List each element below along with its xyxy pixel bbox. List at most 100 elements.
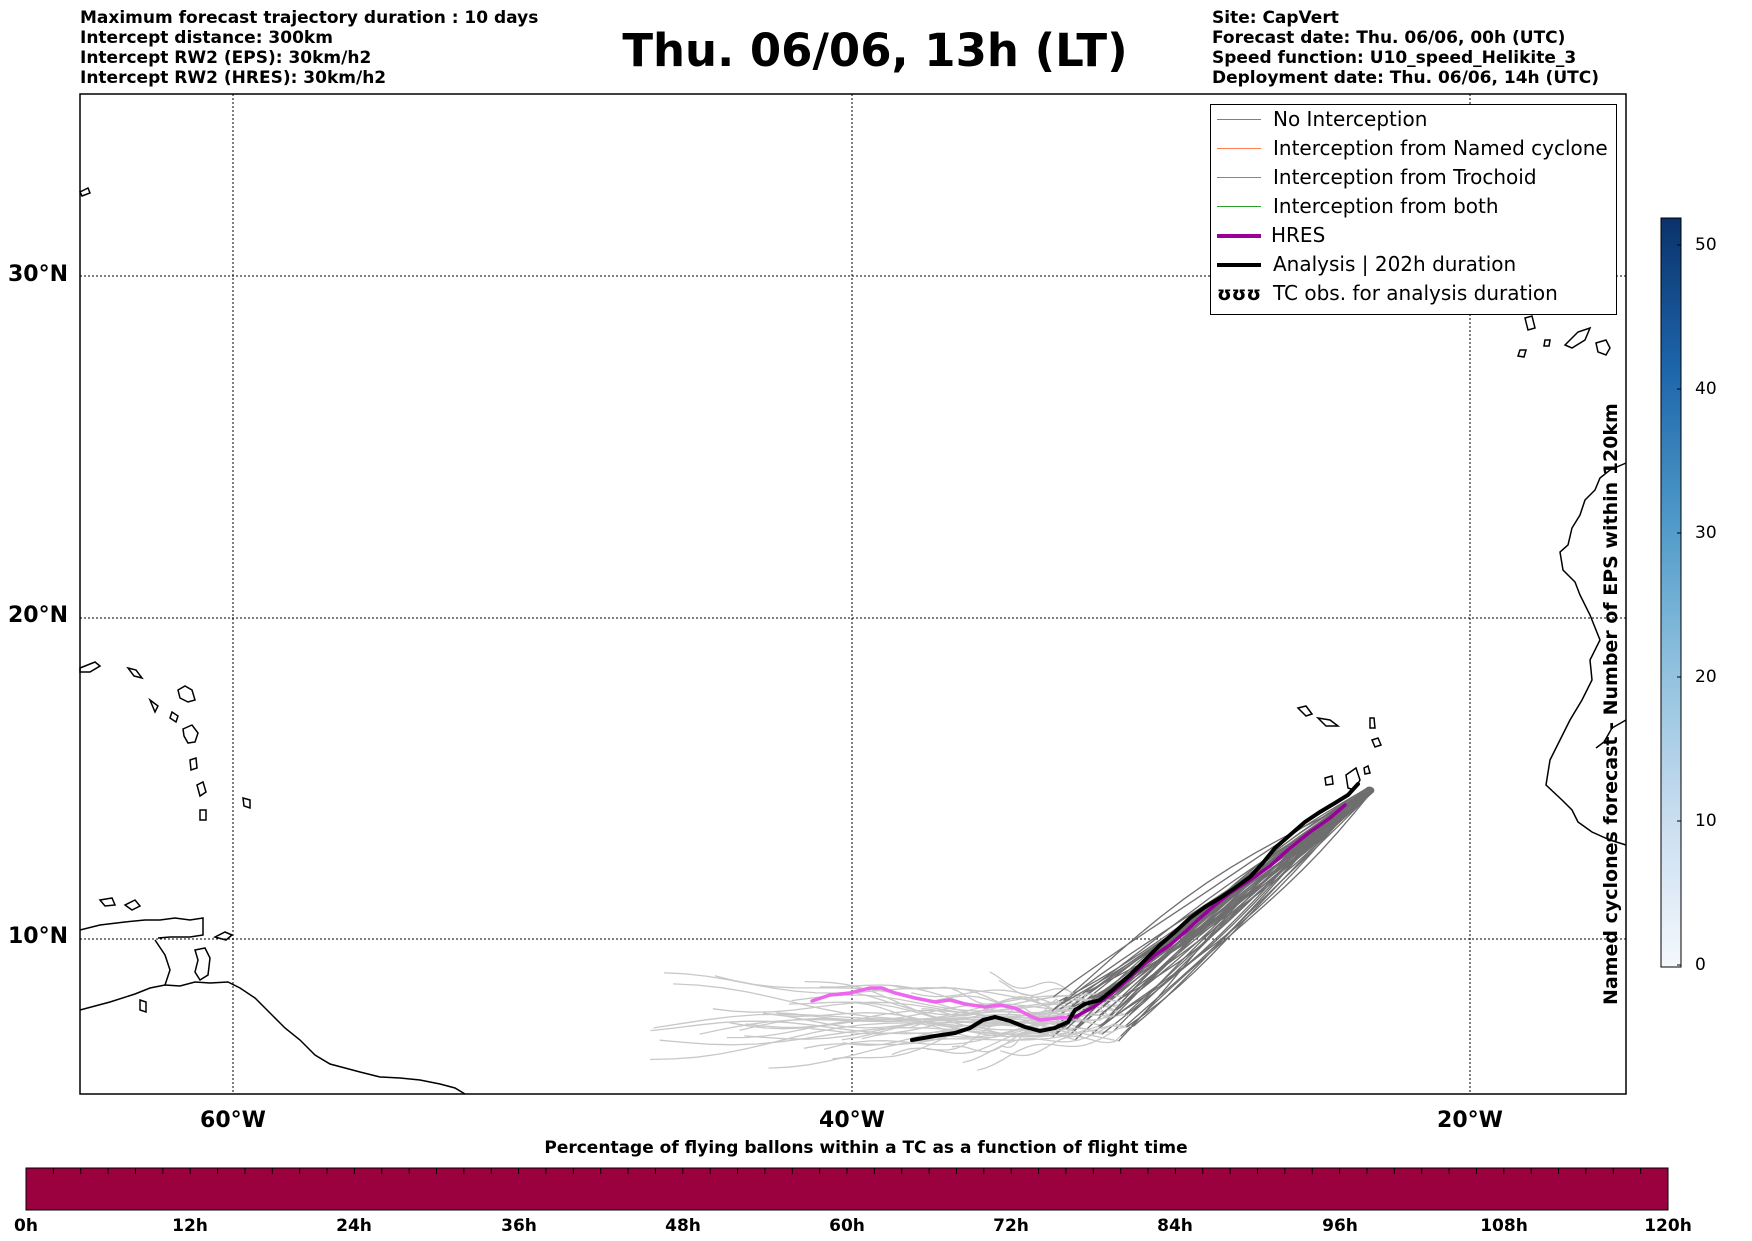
legend-symbol-tc-obs: ʊʊʊ (1216, 282, 1262, 305)
legend-swatch-named-cyclone (1217, 147, 1261, 150)
coast-south-america (79, 981, 466, 1095)
eps-member-east-34 (1132, 789, 1375, 1027)
coastlines (78, 186, 1627, 1095)
legend-label-named-cyclone: Interception from Named cyclone (1273, 136, 1608, 160)
coast-venezuela-north (79, 917, 204, 939)
eps-member-west-31 (744, 1009, 1117, 1040)
island-st-lucia (199, 809, 207, 821)
island-aruba (98, 897, 117, 907)
island-st-kitts (148, 697, 159, 714)
island-guadeloupe (182, 724, 199, 744)
lat-label-30n: 30°N (8, 262, 69, 287)
island-cv-sao-nicolau (1315, 716, 1341, 727)
header-line-site: Site: CapVert (1212, 8, 1339, 28)
flight-time-tick-0h: 0h (14, 1216, 38, 1236)
eps-member-west-12 (712, 1001, 1069, 1017)
island-canary-2 (1595, 339, 1611, 356)
eps-member-east-42 (1098, 786, 1370, 1027)
legend-label-tc-obs: TC obs. for analysis duration (1273, 281, 1558, 305)
eps-member-west-16 (745, 1009, 1082, 1029)
eps-trajectories (649, 786, 1375, 1071)
island-curacao (123, 899, 142, 911)
header-line-forecast-date: Forecast date: Thu. 06/06, 00h (UTC) (1212, 28, 1566, 48)
eps-member-east-20 (1120, 792, 1372, 1037)
colorbar-tick-0: 0 (1695, 955, 1706, 975)
island-trinidad (194, 947, 211, 982)
legend-label-hres: HRES (1271, 223, 1326, 247)
colorbar-tick-30: 30 (1695, 523, 1717, 543)
eps-member-west-42 (659, 1025, 1099, 1046)
island-puerto-rico-fragment (79, 661, 102, 673)
island-tobago (212, 931, 234, 941)
island-canary-5 (1543, 339, 1551, 347)
colorbar-gradient (1660, 217, 1682, 968)
legend-swatch-no-interception (1217, 118, 1261, 121)
island-dominica (189, 756, 198, 772)
hres-line-late (1073, 803, 1347, 1019)
flight-time-tick-24h: 24h (336, 1216, 372, 1236)
lat-label-20n: 20°N (8, 603, 69, 628)
flight-time-tick-120h: 120h (1644, 1216, 1692, 1236)
legend-swatch-analysis (1217, 262, 1261, 267)
header-info-right: Site: CapVert Forecast date: Thu. 06/06,… (1212, 8, 1599, 88)
coast-africa (1545, 462, 1627, 846)
eps-member-west-30 (977, 1026, 1125, 1071)
island-cv-maio (1363, 764, 1371, 775)
eps-member-west-34 (768, 1025, 1134, 1069)
map-grid (80, 94, 1626, 1094)
flight-time-bar (25, 1167, 1669, 1211)
flight-time-tick-60h: 60h (829, 1216, 865, 1236)
eps-member-west-41 (962, 1023, 1127, 1064)
eps-member-west-48 (1001, 998, 1062, 1022)
lon-label-40w: 40°W (819, 1108, 885, 1133)
legend-swatch-hres (1217, 233, 1261, 238)
island-canary-1 (1563, 326, 1592, 349)
coast-africa-upper-segment (1595, 719, 1627, 749)
flight-time-tick-96h: 96h (1322, 1216, 1358, 1236)
flight-time-tick-12h: 12h (172, 1216, 208, 1236)
island-canary-3 (1524, 315, 1536, 331)
header-line-trajectory-duration: Maximum forecast trajectory duration : 1… (80, 8, 539, 28)
legend-swatch-trochoid (1217, 176, 1261, 179)
island-cv-fogo (1324, 775, 1334, 786)
eps-member-east-46 (1114, 791, 1374, 1017)
island-grenada (139, 998, 147, 1014)
analysis-trajectory (910, 782, 1360, 1042)
map-legend: No Interception Interception from Named … (1210, 104, 1617, 315)
lon-label-60w: 60°W (200, 1108, 266, 1133)
eps-member-west-38 (842, 1027, 1077, 1046)
coast-guyana (154, 939, 171, 986)
island-antigua (177, 685, 196, 703)
eps-member-east-47 (1118, 788, 1374, 1042)
colorbar-tick-40: 40 (1695, 379, 1717, 399)
cyclone-colorbar (1660, 217, 1682, 968)
island-small-north (78, 186, 91, 197)
island-virgin (126, 666, 144, 680)
legend-label-analysis: Analysis | 202h duration (1273, 252, 1517, 276)
flight-time-tick-36h: 36h (501, 1216, 537, 1236)
legend-swatch-both (1217, 205, 1261, 208)
island-martinique (196, 780, 207, 798)
header-info-left: Maximum forecast trajectory duration : 1… (80, 8, 538, 88)
island-canary-4 (1517, 349, 1527, 358)
header-line-speed-function: Speed function: U10_speed_Helikite_3 (1212, 48, 1577, 68)
flight-time-tick-48h: 48h (665, 1216, 701, 1236)
colorbar-tick-20: 20 (1695, 667, 1717, 687)
flight-time-tick-72h: 72h (993, 1216, 1029, 1236)
header-line-intercept-eps: Intercept RW2 (EPS): 30km/h2 (80, 48, 372, 68)
colorbar-title: Named cyclones forecast - Number of EPS … (1600, 403, 1622, 1005)
colorbar-tick-50: 50 (1695, 235, 1717, 255)
island-cv-boa-vista (1370, 737, 1383, 748)
legend-label-trochoid: Interception from Trochoid (1273, 165, 1537, 189)
eps-member-east-45 (1068, 792, 1371, 1017)
flight-time-tick-108h: 108h (1480, 1216, 1528, 1236)
eps-member-west-50 (832, 1010, 1053, 1060)
colorbar-tick-10: 10 (1695, 811, 1717, 831)
eps-member-east-6 (1091, 790, 1367, 1035)
header-line-intercept-distance: Intercept distance: 300km (80, 28, 333, 48)
hres-trajectory (810, 803, 1347, 1022)
header-line-intercept-hres: Intercept RW2 (HRES): 30km/h2 (80, 68, 387, 88)
flight-time-bar-title: Percentage of flying ballons within a TC… (544, 1138, 1188, 1158)
eps-member-east-21 (1053, 790, 1374, 1010)
